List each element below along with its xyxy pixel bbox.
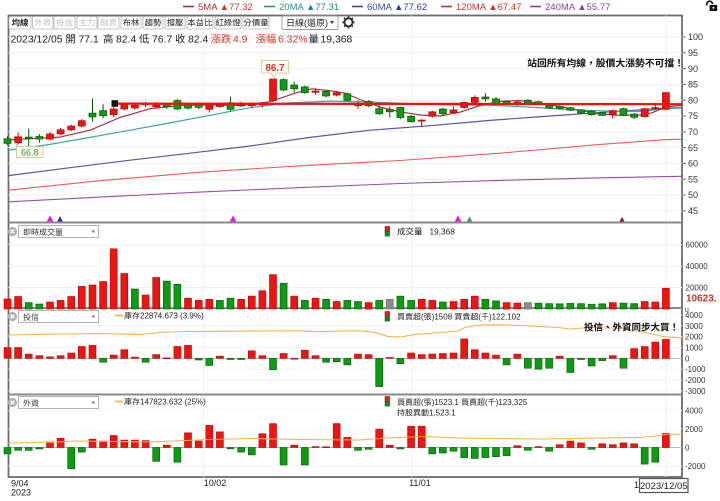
svg-text:(: ( (478, 313, 481, 322)
svg-text:(: ( (421, 398, 424, 407)
svg-text:80: 80 (688, 95, 698, 105)
svg-text:6.32%: 6.32% (278, 35, 307, 46)
svg-text:2023/12/05: 2023/12/05 (640, 481, 688, 492)
svg-text:2023/12/05: 2023/12/05 (11, 35, 63, 46)
svg-text:9/04: 9/04 (11, 479, 29, 489)
svg-text:1000: 1000 (685, 344, 703, 353)
svg-text:): ) (325, 18, 328, 28)
svg-text:65: 65 (688, 143, 698, 153)
svg-text:60MA ▲77.62: 60MA ▲77.62 (367, 2, 427, 13)
svg-text:120MA ▲67.47: 120MA ▲67.47 (456, 2, 521, 13)
svg-text:4000: 4000 (685, 407, 703, 416)
svg-text:11/01: 11/01 (409, 478, 431, 488)
svg-text:60: 60 (688, 159, 698, 169)
svg-text:60000: 60000 (686, 241, 709, 250)
svg-text:)122,102: )122,102 (489, 313, 521, 322)
svg-text:90: 90 (688, 64, 698, 74)
svg-text:75: 75 (688, 111, 698, 121)
svg-text:(: ( (421, 313, 424, 322)
svg-text:(: ( (485, 398, 488, 407)
svg-text:70: 70 (688, 127, 698, 137)
svg-text:1: 1 (634, 480, 639, 490)
svg-text:77.1: 77.1 (79, 35, 99, 46)
svg-text:-2000: -2000 (685, 376, 706, 385)
svg-text:(: ( (304, 18, 307, 28)
svg-text:19,368: 19,368 (430, 227, 456, 237)
svg-text:)1523.1: )1523.1 (432, 398, 460, 407)
svg-text:-3000: -3000 (685, 387, 706, 396)
svg-text:10/02: 10/02 (204, 478, 227, 488)
svg-text:0: 0 (685, 354, 690, 363)
svg-text:147823.632 (25%): 147823.632 (25%) (140, 398, 206, 407)
svg-text:55: 55 (688, 174, 698, 184)
svg-text:19,368: 19,368 (321, 35, 353, 46)
svg-text:50: 50 (688, 190, 698, 200)
svg-text:86.7: 86.7 (265, 63, 285, 74)
svg-text:)123,325: )123,325 (496, 398, 528, 407)
svg-text:100: 100 (688, 32, 703, 42)
svg-text:2000: 2000 (685, 333, 703, 342)
svg-text:3000: 3000 (685, 322, 703, 331)
svg-text:-2000: -2000 (685, 462, 706, 471)
svg-text:82.4: 82.4 (188, 35, 208, 46)
svg-text:2023: 2023 (11, 488, 31, 497)
svg-text:20MA ▲77.31: 20MA ▲77.31 (279, 2, 339, 13)
svg-text:u: u (685, 305, 689, 314)
svg-text:85: 85 (688, 80, 698, 90)
svg-text:10623.: 10623. (686, 294, 717, 305)
svg-text:-1000: -1000 (685, 365, 706, 374)
svg-text:82.4: 82.4 (116, 35, 136, 46)
svg-text:40000: 40000 (686, 262, 709, 271)
svg-text:76.7: 76.7 (152, 35, 172, 46)
svg-text:66.8: 66.8 (21, 148, 39, 158)
svg-text:45: 45 (688, 206, 698, 216)
svg-text:22874.673 (3.9%): 22874.673 (3.9%) (140, 312, 204, 321)
svg-text:5MA ▲77.32: 5MA ▲77.32 (198, 2, 253, 13)
svg-text:4.9: 4.9 (233, 35, 248, 46)
svg-text:240MA ▲55.77: 240MA ▲55.77 (545, 2, 610, 13)
svg-text:4000: 4000 (685, 311, 703, 320)
svg-text:)1508: )1508 (432, 313, 453, 322)
svg-text:2000: 2000 (685, 425, 703, 434)
svg-text:0: 0 (685, 444, 690, 453)
svg-text:20000: 20000 (686, 284, 709, 293)
svg-text:95: 95 (688, 48, 698, 58)
svg-text:1,523.1: 1,523.1 (429, 409, 456, 418)
